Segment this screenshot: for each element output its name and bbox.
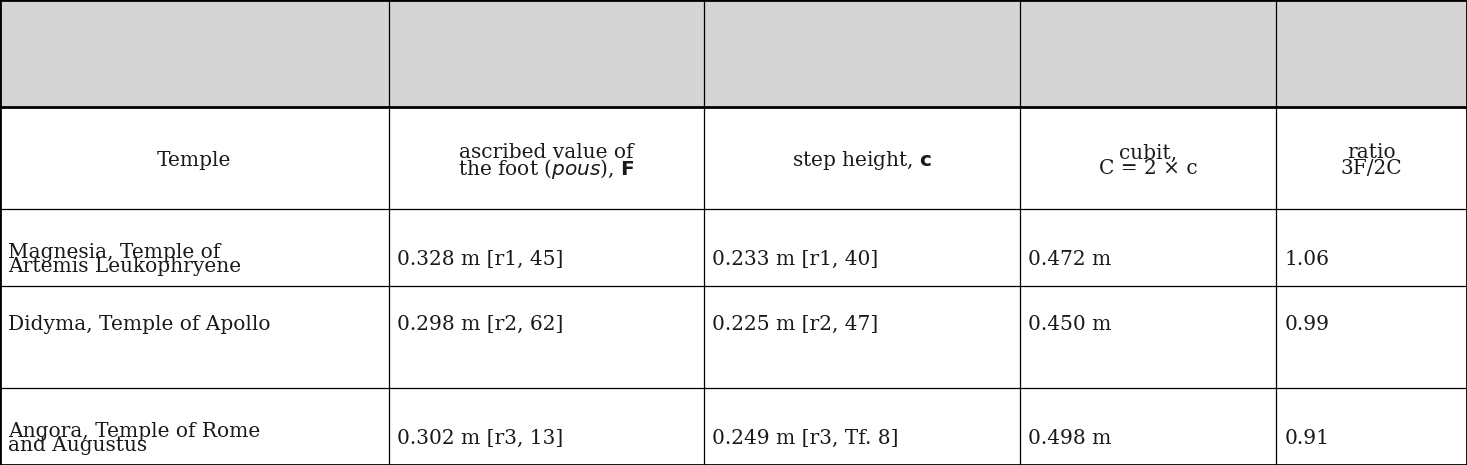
Text: Temple: Temple [157,152,232,171]
Bar [0,107,1467,465]
Text: ascribed value of: ascribed value of [459,144,634,162]
Text: Angora, Temple of Rome: Angora, Temple of Rome [7,422,260,441]
Text: 0.99: 0.99 [1284,315,1329,334]
Text: C = 2 × c: C = 2 × c [1099,159,1197,179]
Text: 0.472 m: 0.472 m [1027,250,1111,269]
Text: Artemis Leukophryene: Artemis Leukophryene [7,257,241,276]
Text: Magnesia, Temple of: Magnesia, Temple of [7,243,220,262]
Text: 0.302 m [r3, 13]: 0.302 m [r3, 13] [396,429,563,448]
Text: 0.328 m [r1, 45]: 0.328 m [r1, 45] [396,250,563,269]
Text: 0.450 m: 0.450 m [1027,315,1111,334]
Text: 1.06: 1.06 [1284,250,1329,269]
Text: the foot ($\mathit{pous}$), $\mathbf{F}$: the foot ($\mathit{pous}$), $\mathbf{F}$ [458,157,635,181]
Text: 0.233 m [r1, 40]: 0.233 m [r1, 40] [711,250,879,269]
Text: 0.498 m: 0.498 m [1027,429,1111,448]
Text: 0.249 m [r3, Tf. 8]: 0.249 m [r3, Tf. 8] [711,429,899,448]
Text: 0.225 m [r2, 47]: 0.225 m [r2, 47] [711,315,879,334]
Text: ratio: ratio [1347,144,1397,162]
Text: 0.298 m [r2, 62]: 0.298 m [r2, 62] [396,315,563,334]
Text: 0.91: 0.91 [1284,429,1329,448]
Text: and Augustus: and Augustus [7,436,147,455]
Bar [0,0,1467,107]
Text: cubit,: cubit, [1119,144,1177,162]
Text: 3F/2C: 3F/2C [1341,159,1402,179]
Text: Didyma, Temple of Apollo: Didyma, Temple of Apollo [7,315,270,334]
Text: step height, $\mathbf{c}$: step height, $\mathbf{c}$ [792,149,932,173]
